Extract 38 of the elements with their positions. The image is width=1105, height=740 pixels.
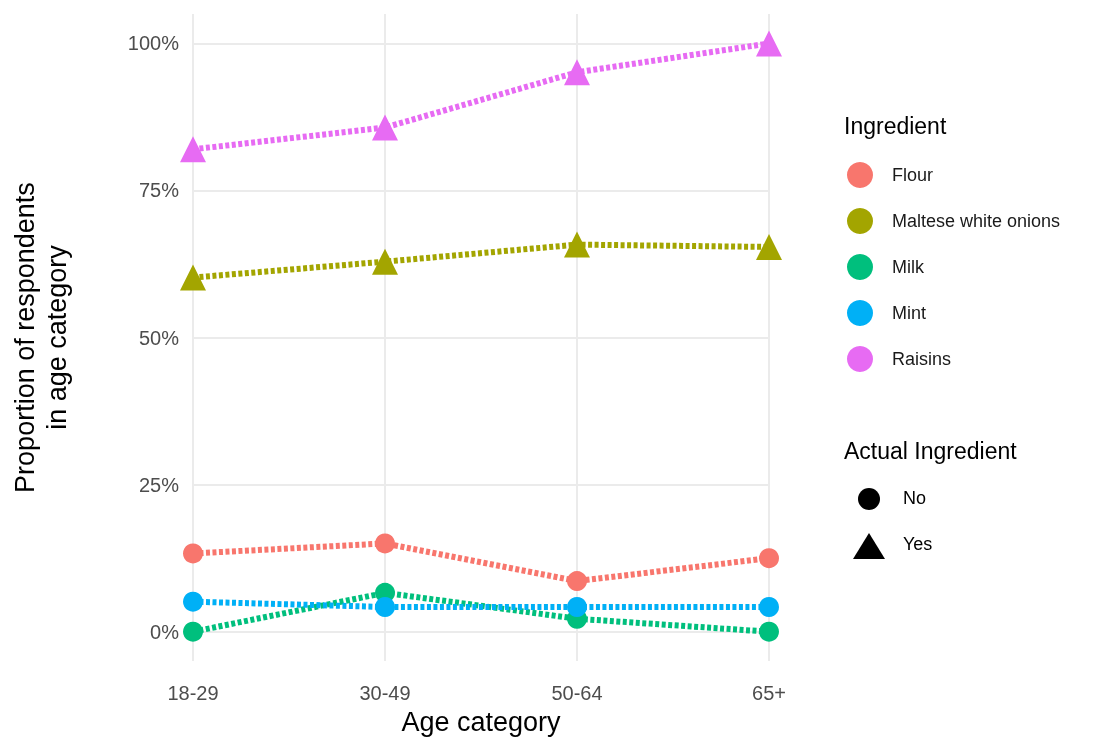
y-tick-label: 50% bbox=[138, 326, 180, 349]
point bbox=[759, 621, 779, 642]
point bbox=[756, 30, 782, 57]
point bbox=[183, 591, 203, 612]
point bbox=[567, 596, 587, 617]
legend-label: Milk bbox=[892, 257, 925, 277]
point bbox=[564, 231, 590, 258]
point bbox=[183, 543, 203, 564]
legend-label: Raisins bbox=[892, 349, 952, 369]
y-tick-label: 75% bbox=[138, 179, 180, 202]
x-axis-title: Age category bbox=[401, 706, 562, 737]
point bbox=[756, 233, 782, 260]
point bbox=[759, 596, 779, 617]
point bbox=[375, 596, 395, 617]
y-tick-label: 0% bbox=[150, 620, 180, 643]
point bbox=[183, 621, 203, 642]
x-tick-label: 18-29 bbox=[167, 682, 219, 705]
y-axis-title: Proportion of respondents in age category bbox=[10, 182, 72, 493]
point bbox=[180, 136, 206, 163]
x-tick-label: 30-49 bbox=[359, 682, 411, 705]
point bbox=[375, 533, 395, 554]
text: Actual Ingredient bbox=[844, 438, 1017, 465]
text: Yes bbox=[903, 534, 933, 555]
y-tick-label: 25% bbox=[138, 473, 180, 496]
x-tick-label: 65+ bbox=[752, 682, 786, 705]
legend-label: Flour bbox=[892, 165, 934, 185]
x-tick-label: 50-64 bbox=[551, 682, 603, 705]
legend-label: Mint bbox=[892, 303, 927, 323]
point bbox=[180, 264, 206, 291]
point bbox=[759, 548, 779, 569]
point bbox=[372, 248, 398, 275]
point bbox=[567, 571, 587, 592]
y-tick-label: 100% bbox=[127, 32, 180, 55]
legend-title: Ingredient bbox=[844, 112, 947, 139]
text: No bbox=[903, 488, 927, 509]
legend-label: Maltese white onions bbox=[892, 211, 1061, 231]
point bbox=[564, 59, 590, 86]
point bbox=[372, 114, 398, 141]
